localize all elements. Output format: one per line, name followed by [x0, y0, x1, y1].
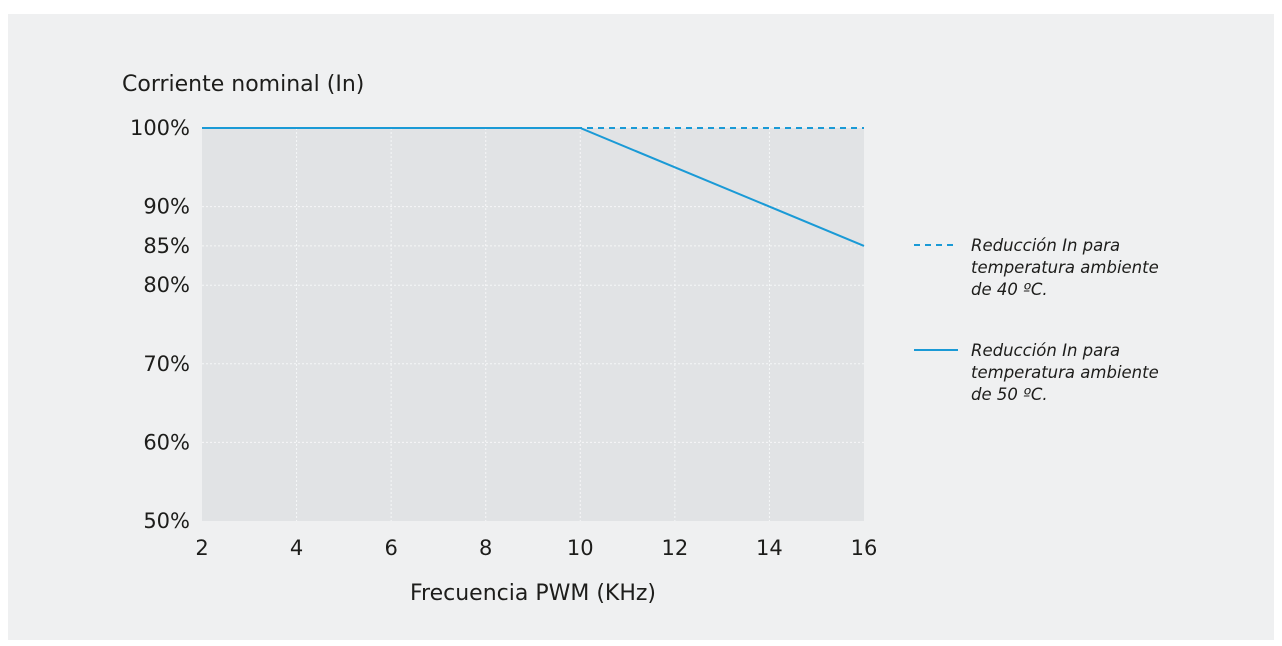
x-tick-label: 8 [479, 536, 492, 560]
x-tick-labels: 2 4 6 8 10 12 14 16 [195, 536, 877, 560]
legend-item-40c: Reducción In para temperatura ambiente de … [914, 236, 1159, 299]
x-tick-label: 10 [567, 536, 594, 560]
x-tick-label: 12 [661, 536, 688, 560]
y-tick-label: 70% [143, 352, 190, 376]
chart-panel: 50% 60% 70% 80% 85% 90% 100% 2 4 6 8 10 12 14 16 Corr… [8, 14, 1274, 640]
x-axis-title: Frecuencia PWM (KHz) [410, 581, 656, 606]
series-lines [202, 127, 865, 247]
legend: Reducción In para temperatura ambiente de … [914, 236, 1159, 404]
x-tick-label: 14 [756, 536, 783, 560]
x-tick-label: 16 [851, 536, 878, 560]
legend-label-line: Reducción In para [971, 236, 1120, 255]
y-tick-labels: 50% 60% 70% 80% 85% 90% 100% [130, 116, 190, 533]
legend-label-line: Reducción In para [971, 341, 1120, 360]
y-tick-label: 100% [130, 116, 190, 140]
x-tick-label: 4 [290, 536, 303, 560]
y-tick-label: 80% [143, 273, 190, 297]
x-tick-label: 6 [384, 536, 397, 560]
y-axis-title: Corriente nominal (In) [122, 72, 364, 97]
grid-lines [202, 128, 864, 521]
y-tick-label: 50% [143, 509, 190, 533]
y-tick-label: 60% [143, 430, 190, 454]
legend-label-line: de 50 ºC. [971, 385, 1048, 404]
plot-area [202, 128, 864, 521]
legend-item-50c: Reducción In para temperatura ambiente de … [914, 341, 1159, 404]
y-tick-label: 85% [143, 234, 190, 258]
legend-label-line: temperatura ambiente [971, 363, 1159, 382]
y-tick-label: 90% [143, 195, 190, 219]
x-tick-label: 2 [195, 536, 208, 560]
legend-label-line: de 40 ºC. [971, 280, 1048, 299]
legend-label-line: temperatura ambiente [971, 258, 1159, 277]
series-line-50c [202, 127, 865, 247]
derating-chart: 50% 60% 70% 80% 85% 90% 100% 2 4 6 8 10 12 14 16 Corr… [122, 72, 1159, 606]
